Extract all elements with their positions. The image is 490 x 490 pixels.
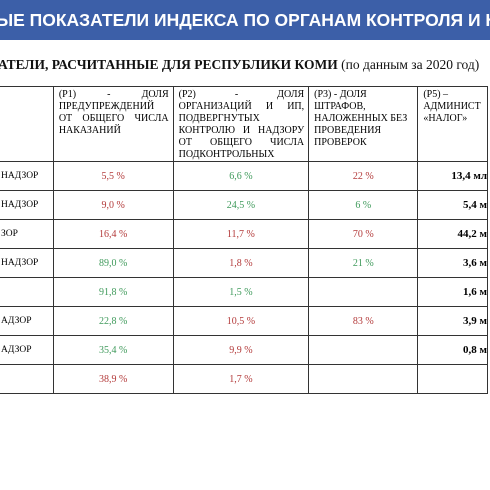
table-row: НАДЗОР 9,0 % 24,5 % 6 % 5,4 м: [0, 190, 488, 220]
cell-p2: 9,9 %: [172, 335, 310, 365]
cell-p2: 11,7 %: [172, 219, 310, 249]
cell-p5: 44,2 м: [417, 219, 488, 249]
banner-title: ЫЕ ПОКАЗАТЕЛИ ИНДЕКСА ПО ОРГАНАМ КОНТРОЛ…: [0, 10, 490, 30]
header-name-cell: [0, 86, 54, 162]
cell-p2: 1,5 %: [172, 277, 310, 307]
cell-p1: 5,5 %: [52, 161, 174, 191]
row-name: ЗОР: [0, 219, 54, 249]
cell-p3: 22 %: [308, 161, 419, 191]
cell-p5: 1,6 м: [417, 277, 488, 307]
row-name: НАДЗОР: [0, 248, 54, 278]
cell-p1: 22,8 %: [52, 306, 174, 336]
row-name: НАДЗОР: [0, 190, 54, 220]
indicators-table: (P1) - ДОЛЯ ПРЕДУПРЕЖДЕНИЙ ОТ ОБЩЕГО ЧИС…: [0, 86, 488, 394]
header-p3: (P3) - ДОЛЯ ШТРАФОВ, НАЛОЖЕННЫХ БЕЗ ПРОВ…: [308, 86, 419, 162]
cell-p2: 10,5 %: [172, 306, 310, 336]
row-name: [0, 364, 54, 394]
title-banner: ЫЕ ПОКАЗАТЕЛИ ИНДЕКСА ПО ОРГАНАМ КОНТРОЛ…: [0, 0, 490, 40]
cell-p2: 6,6 %: [172, 161, 310, 191]
cell-p3: 21 %: [308, 248, 419, 278]
table-subtitle: АТЕЛИ, РАСЧИТАННЫЕ ДЛЯ РЕСПУБЛИКИ КОМИ (…: [0, 57, 479, 73]
row-name: [0, 277, 54, 307]
table-row: НАДЗОР 89,0 % 1,8 % 21 % 3,6 м: [0, 248, 488, 278]
cell-p2: 24,5 %: [172, 190, 310, 220]
cell-p5: 13,4 мл: [417, 161, 488, 191]
row-name: АДЗОР: [0, 306, 54, 336]
table-row: НАДЗОР 5,5 % 6,6 % 22 % 13,4 мл: [0, 161, 488, 191]
cell-p1: 35,4 %: [52, 335, 174, 365]
table-header-row: (P1) - ДОЛЯ ПРЕДУПРЕЖДЕНИЙ ОТ ОБЩЕГО ЧИС…: [0, 86, 488, 162]
header-p2: (P2) - ДОЛЯ ОРГАНИЗАЦИЙ И ИП, ПОДВЕРГНУТ…: [172, 86, 310, 162]
cell-p1: 91,8 %: [52, 277, 174, 307]
cell-p2: 1,8 %: [172, 248, 310, 278]
cell-p1: 89,0 %: [52, 248, 174, 278]
cell-p3: [308, 277, 419, 307]
cell-p5: 3,9 м: [417, 306, 488, 336]
cell-p3: 70 %: [308, 219, 419, 249]
header-p5: (P5) – АДМИНИСТ «НАЛОГ»: [417, 86, 488, 162]
row-name: НАДЗОР: [0, 161, 54, 191]
table-row: АДЗОР 35,4 % 9,9 % 0,8 м: [0, 335, 488, 365]
cell-p3: 83 %: [308, 306, 419, 336]
cell-p1: 38,9 %: [52, 364, 174, 394]
cell-p5: 3,6 м: [417, 248, 488, 278]
cell-p3: [308, 364, 419, 394]
table-row: 91,8 % 1,5 % 1,6 м: [0, 277, 488, 307]
row-name: АДЗОР: [0, 335, 54, 365]
table-row: 38,9 % 1,7 %: [0, 364, 488, 394]
subtitle-period: (по данным за 2020 год): [341, 57, 480, 72]
cell-p5: 0,8 м: [417, 335, 488, 365]
cell-p3: [308, 335, 419, 365]
cell-p3: 6 %: [308, 190, 419, 220]
subtitle-bold: АТЕЛИ, РАСЧИТАННЫЕ ДЛЯ РЕСПУБЛИКИ КОМИ: [0, 57, 338, 72]
cell-p5: 5,4 м: [417, 190, 488, 220]
header-p1: (P1) - ДОЛЯ ПРЕДУПРЕЖДЕНИЙ ОТ ОБЩЕГО ЧИС…: [52, 86, 174, 162]
cell-p2: 1,7 %: [172, 364, 310, 394]
cell-p1: 9,0 %: [52, 190, 174, 220]
cell-p1: 16,4 %: [52, 219, 174, 249]
cell-p5: [417, 364, 488, 394]
table-row: АДЗОР 22,8 % 10,5 % 83 % 3,9 м: [0, 306, 488, 336]
table-row: ЗОР 16,4 % 11,7 % 70 % 44,2 м: [0, 219, 488, 249]
